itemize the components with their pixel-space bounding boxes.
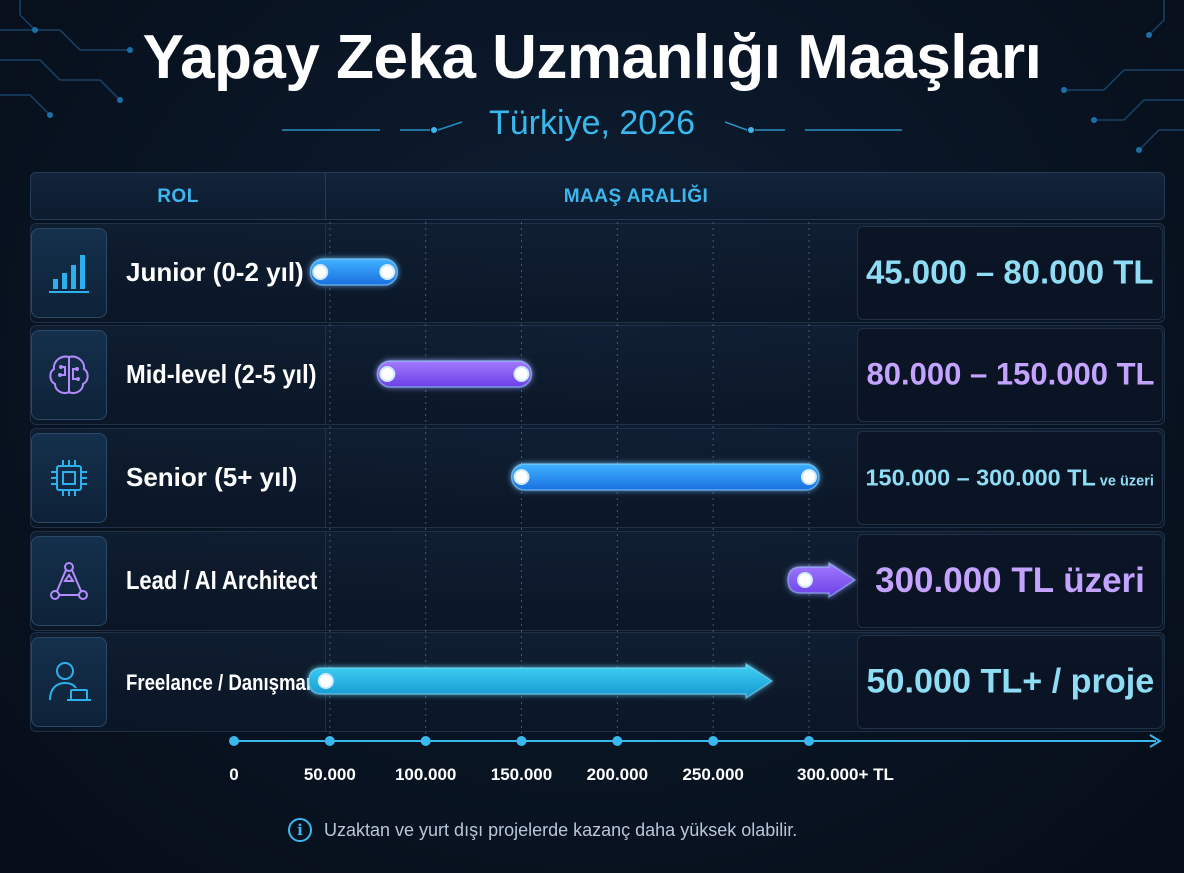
salary-value-lead: 300.000 TL üzeri bbox=[875, 561, 1145, 601]
network-icon bbox=[31, 536, 107, 626]
range-start-marker bbox=[312, 264, 329, 280]
x-axis-tick bbox=[420, 736, 431, 746]
x-axis-tick bbox=[324, 736, 335, 746]
table-header: ROL MAAŞ ARALIĞI bbox=[30, 172, 1165, 220]
brain-icon bbox=[31, 330, 107, 420]
x-axis-tick bbox=[516, 736, 527, 746]
salary-value-freelance: 50.000 TL+ / proje bbox=[866, 662, 1154, 701]
role-label-lead: Lead / AI Architect bbox=[126, 565, 318, 595]
salary-value-main: 50.000 TL+ / proje bbox=[866, 662, 1154, 701]
chip-icon bbox=[31, 433, 107, 523]
role-label-senior: Senior (5+ yıl) bbox=[126, 462, 298, 492]
open-range-arrow bbox=[308, 662, 774, 700]
range-start-marker bbox=[317, 673, 334, 689]
role-column-header: ROL bbox=[157, 186, 199, 207]
subtitle-row: Türkiye, 2026 bbox=[0, 104, 1184, 150]
open-range-arrow bbox=[787, 561, 857, 599]
x-tick-label: 100.000 bbox=[395, 765, 456, 784]
table-row-freelance: Freelance / Danışman 50.000 TL+ / proje bbox=[30, 632, 1165, 732]
table-row-junior: Junior (0-2 yıl) 45.000 – 80.000 TL bbox=[30, 223, 1165, 323]
role-label-freelance: Freelance / Danışman bbox=[126, 670, 318, 695]
salary-value-main: 80.000 – 150.000 TL bbox=[866, 357, 1154, 392]
range-end-marker bbox=[513, 366, 530, 382]
page-title: Yapay Zeka Uzmanlığı Maaşları bbox=[142, 23, 1042, 92]
range-start-marker bbox=[797, 572, 813, 588]
salary-value-senior: 150.000 – 300.000 TL ve üzeri bbox=[866, 465, 1154, 492]
footnote: i Uzaktan ve yurt dışı projelerde kazanç… bbox=[288, 814, 797, 846]
x-axis-tick bbox=[708, 736, 719, 746]
info-icon: i bbox=[288, 818, 312, 842]
x-tick-label: 300.000+ TL bbox=[797, 765, 894, 784]
salary-value-suffix: ve üzeri bbox=[1096, 471, 1155, 489]
x-axis-arrow bbox=[1149, 734, 1162, 748]
table-row-lead: Lead / AI Architect 300.000 TL üzeri bbox=[30, 531, 1165, 631]
range-start-marker bbox=[379, 366, 396, 382]
circuit-decoration-left bbox=[0, 0, 133, 118]
salary-value-main: 45.000 – 80.000 TL bbox=[866, 254, 1154, 291]
subtitle: Türkiye, 2026 bbox=[489, 104, 695, 142]
salary-value-box: 50.000 TL+ / proje bbox=[857, 635, 1163, 729]
x-tick-label: 250.000 bbox=[682, 765, 743, 784]
circuit-decoration-right bbox=[1061, 0, 1184, 153]
footnote-text: Uzaktan ve yurt dışı projelerde kazanç d… bbox=[324, 819, 798, 840]
x-axis-tick bbox=[612, 736, 623, 746]
salary-value-junior: 45.000 – 80.000 TL bbox=[866, 254, 1154, 292]
salary-value-box: 300.000 TL üzeri bbox=[857, 534, 1163, 628]
role-label-mid-level: Mid-level (2-5 yıl) bbox=[126, 359, 317, 389]
x-axis-tick bbox=[229, 736, 239, 746]
range-end-marker bbox=[801, 469, 817, 485]
header-divider bbox=[325, 173, 326, 219]
salary-value-box: 45.000 – 80.000 TL bbox=[857, 226, 1163, 320]
salary-value-box: 80.000 – 150.000 TL bbox=[857, 328, 1163, 422]
salary-value-mid-level: 80.000 – 150.000 TL bbox=[866, 357, 1154, 392]
x-tick-label: 50.000 bbox=[304, 765, 356, 784]
x-tick-label: 0 bbox=[229, 765, 238, 784]
range-start-marker bbox=[513, 469, 530, 485]
salary-column-header: MAAŞ ARALIĞI bbox=[563, 186, 709, 207]
range-end-marker bbox=[379, 264, 396, 280]
salary-value-box: 150.000 – 300.000 TL ve üzeri bbox=[857, 431, 1163, 525]
row-divider bbox=[325, 429, 326, 527]
row-divider bbox=[325, 326, 326, 424]
table-row-mid-level: Mid-level (2-5 yıl) 80.000 – 150.000 TL bbox=[30, 325, 1165, 425]
range-bar bbox=[376, 360, 533, 388]
row-divider bbox=[325, 532, 326, 630]
salary-value-main: 150.000 – 300.000 TL bbox=[865, 464, 1097, 491]
range-bar bbox=[309, 258, 399, 286]
range-bar bbox=[510, 463, 820, 491]
salary-value-main: 300.000 TL üzeri bbox=[875, 561, 1145, 600]
x-axis-tick bbox=[804, 736, 814, 746]
person-laptop-icon bbox=[31, 637, 107, 727]
bar-chart-icon bbox=[31, 228, 107, 318]
subtitle-decoration bbox=[282, 121, 902, 133]
x-tick-label: 150.000 bbox=[491, 765, 552, 784]
role-label-junior: Junior (0-2 yıl) bbox=[126, 257, 304, 287]
x-tick-label: 200.000 bbox=[587, 765, 648, 784]
